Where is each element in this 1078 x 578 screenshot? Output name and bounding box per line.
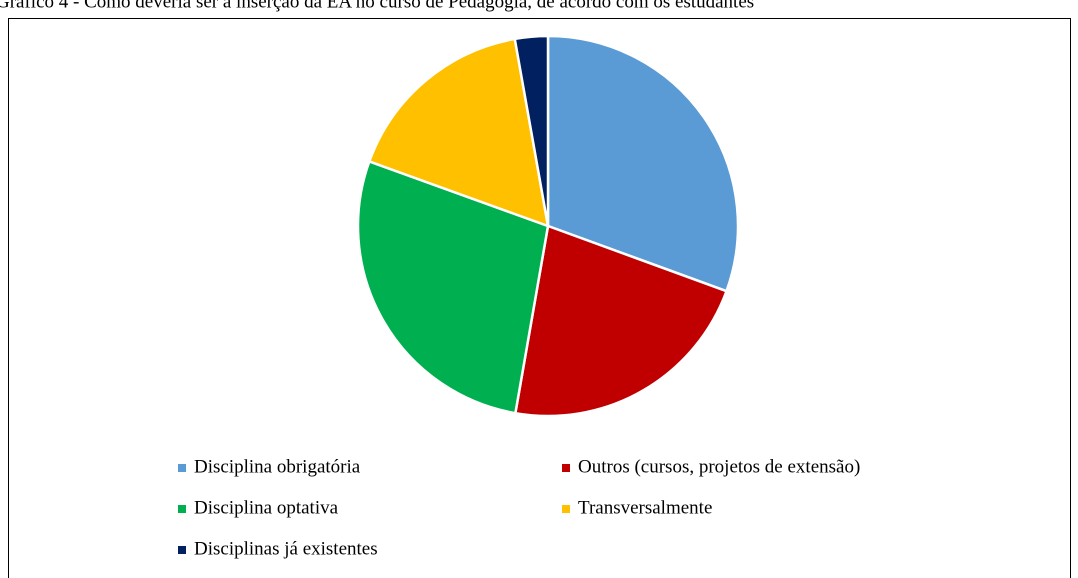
pie-slice [513, 34, 550, 227]
pie-slice [367, 37, 550, 228]
legend-swatch [178, 505, 186, 513]
pie-slice [356, 159, 550, 415]
legend-label: Transversalmente [578, 497, 712, 518]
legend-swatch [562, 505, 570, 513]
legend-label: Outros (cursos, projetos de extensão) [578, 456, 860, 477]
legend-label: Disciplina obrigatória [194, 456, 361, 477]
legend-label: Disciplina optativa [194, 497, 339, 518]
legend-label: Disciplinas já existentes [194, 538, 378, 559]
legend-swatch [178, 464, 186, 472]
legend-swatch [562, 464, 570, 472]
chart-title: Gráfico 4 - Como deveria ser a inserção … [0, 0, 754, 12]
pie-slice [546, 34, 740, 293]
legend-swatch [178, 546, 186, 554]
pie-slice [513, 224, 729, 418]
